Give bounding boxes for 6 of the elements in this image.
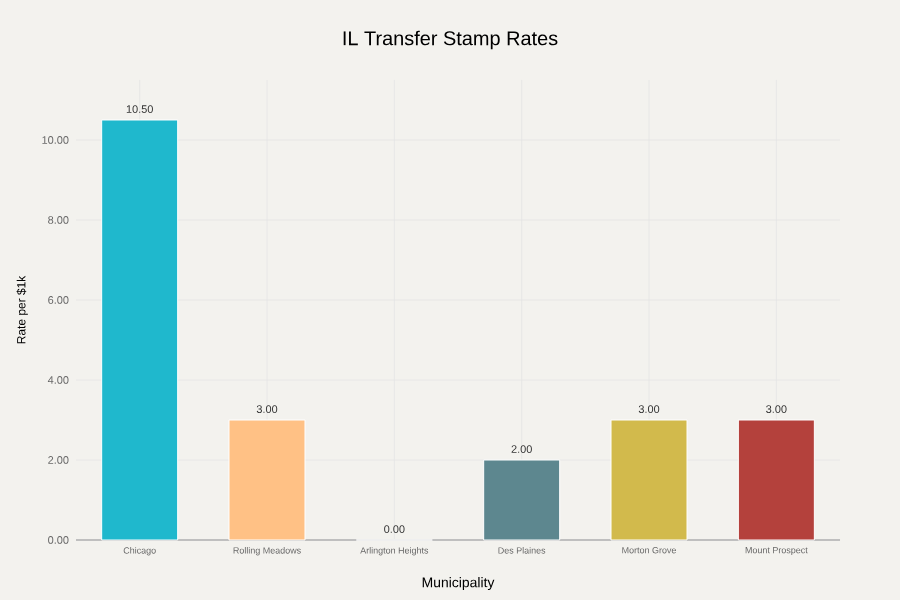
bar	[483, 459, 561, 541]
bar	[610, 419, 688, 541]
bar	[228, 419, 306, 541]
bar	[737, 419, 815, 541]
chart-title: IL Transfer Stamp Rates	[343, 30, 558, 50]
bar	[101, 119, 179, 541]
